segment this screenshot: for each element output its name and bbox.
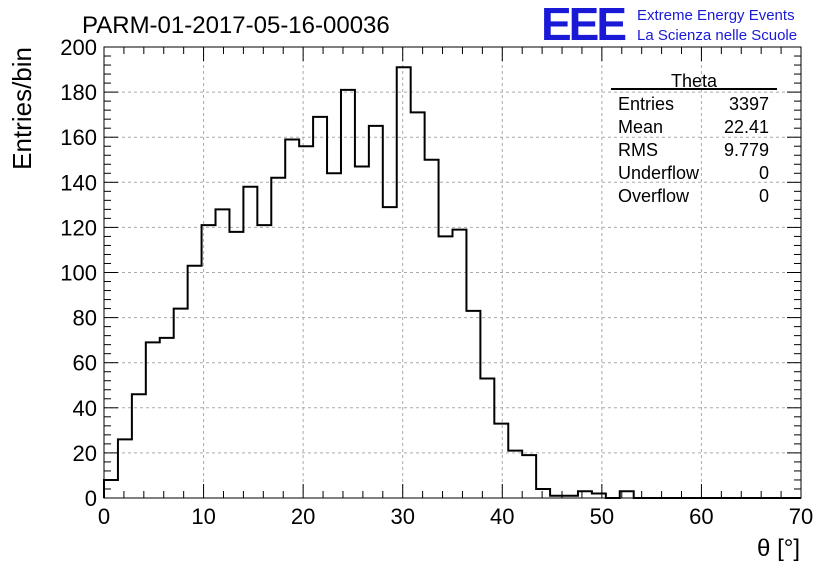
stats-value: 0 bbox=[759, 186, 769, 206]
x-tick-label: 70 bbox=[789, 504, 813, 529]
y-tick-label: 160 bbox=[60, 125, 97, 150]
x-tick-labels: 0 10 20 30 40 50 60 70 bbox=[98, 504, 813, 529]
logo-line1: Extreme Energy Events bbox=[637, 7, 795, 24]
stats-value: 3397 bbox=[729, 94, 769, 114]
stats-label: Underflow bbox=[618, 163, 700, 183]
stats-label: Entries bbox=[618, 94, 674, 114]
logo-mark: EEE bbox=[541, 0, 625, 50]
stats-box: Theta Entries 3397 Mean 22.41 RMS 9.779 Underf… bbox=[611, 71, 777, 206]
y-tick-label: 120 bbox=[60, 215, 97, 240]
stats-value: 22.41 bbox=[724, 117, 769, 137]
stats-value: 9.779 bbox=[724, 140, 769, 160]
y-tick-label: 40 bbox=[73, 396, 97, 421]
x-tick-label: 50 bbox=[590, 504, 614, 529]
y-tick-label: 140 bbox=[60, 170, 97, 195]
x-tick-label: 10 bbox=[191, 504, 215, 529]
grid bbox=[104, 47, 801, 498]
x-tick-label: 60 bbox=[689, 504, 713, 529]
x-axis-label: θ [°] bbox=[757, 535, 800, 562]
logo-line2: La Scienza nelle Scuole bbox=[637, 27, 797, 44]
stats-box-divider bbox=[611, 88, 777, 90]
y-tick-label: 60 bbox=[73, 351, 97, 376]
y-tick-label: 0 bbox=[85, 486, 97, 511]
x-tick-label: 30 bbox=[390, 504, 414, 529]
x-tick-label: 40 bbox=[490, 504, 514, 529]
y-axis-label: Entries/bin bbox=[7, 47, 37, 170]
x-tick-label: 20 bbox=[291, 504, 315, 529]
stats-label: Overflow bbox=[618, 186, 690, 206]
y-tick-label: 180 bbox=[60, 80, 97, 105]
axis-ticks bbox=[103, 46, 802, 499]
y-tick-labels: 0 20 40 60 80 100 120 140 160 180 200 bbox=[60, 35, 97, 511]
y-tick-label: 200 bbox=[60, 35, 97, 60]
stats-label: Mean bbox=[618, 117, 663, 137]
stats-value: 0 bbox=[759, 163, 769, 183]
chart-title: PARM-01-2017-05-16-00036 bbox=[82, 12, 390, 39]
y-tick-label: 20 bbox=[73, 441, 97, 466]
stats-rows: Entries 3397 Mean 22.41 RMS 9.779 Underflow 0 Ov… bbox=[618, 94, 769, 206]
x-tick-label: 0 bbox=[98, 504, 110, 529]
stats-title: Theta bbox=[671, 71, 718, 91]
logo: EEE Extreme Energy Events La Scienza nel… bbox=[541, 0, 797, 50]
y-tick-label: 80 bbox=[73, 306, 97, 331]
histogram-line bbox=[103, 66, 801, 499]
stats-label: RMS bbox=[618, 140, 658, 160]
y-tick-label: 100 bbox=[60, 261, 97, 286]
